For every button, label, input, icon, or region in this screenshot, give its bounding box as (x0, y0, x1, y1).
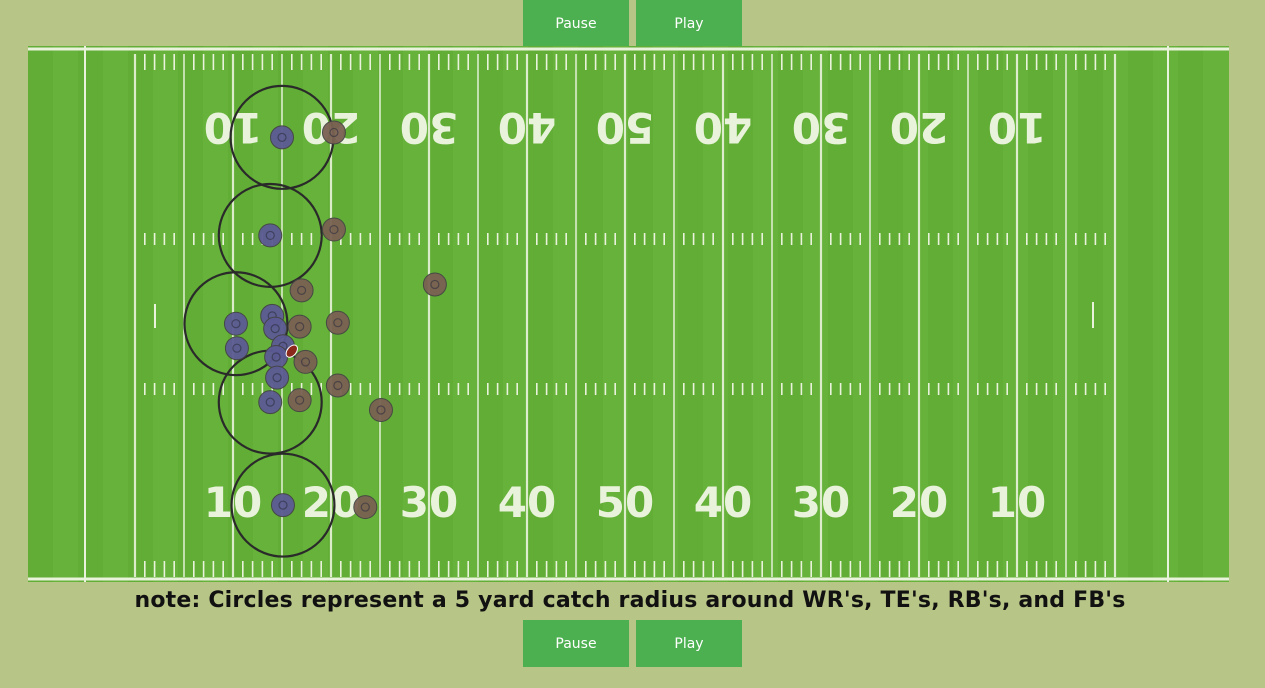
bottom-controls: Pause Play (0, 620, 1265, 667)
defense-player (321, 217, 346, 242)
grass-stripe (828, 46, 853, 582)
grass-stripe (728, 46, 753, 582)
defense-player (368, 397, 393, 422)
top-controls: Pause Play (0, 0, 1265, 47)
football-icon (285, 344, 298, 358)
offense-player (258, 390, 283, 415)
grass-stripe (128, 46, 153, 582)
defense-player (325, 310, 350, 335)
grass-stripe (428, 46, 453, 582)
catch-radius-circle (230, 452, 336, 558)
grass-stripe (1178, 46, 1203, 582)
field-canvas: 102030405040302010102030405040302010 (28, 46, 1229, 582)
offense-player (270, 493, 295, 518)
offense-player (258, 223, 283, 248)
yard-number-top: 20 (890, 103, 948, 152)
yard-number-bottom: 40 (498, 478, 556, 527)
grass-stripe (528, 46, 553, 582)
grass-stripe (178, 46, 203, 582)
offense-player (224, 336, 249, 361)
yard-number-top: 10 (988, 103, 1046, 152)
grass-stripe (578, 46, 603, 582)
grass-stripe (1078, 46, 1103, 582)
yard-number-top: 50 (596, 103, 654, 152)
yard-number-top: 30 (792, 103, 850, 152)
yard-number-bottom: 20 (890, 478, 948, 527)
grass-stripe (28, 46, 53, 582)
defense-player (325, 373, 350, 398)
defense-player (353, 495, 378, 520)
grass (28, 46, 1229, 582)
pause-button[interactable]: Pause (523, 0, 629, 47)
defense-player (422, 272, 447, 297)
defense-player (287, 388, 312, 413)
yard-number-bottom: 50 (596, 478, 654, 527)
grass-stripe (878, 46, 903, 582)
defense-player (289, 278, 314, 303)
yard-number-top: 40 (498, 103, 556, 152)
grass-stripe (378, 46, 403, 582)
defense-player (287, 314, 312, 339)
catch-radius-circle (183, 271, 289, 377)
yard-number-top: 10 (204, 103, 262, 152)
football-field: 102030405040302010102030405040302010 (28, 46, 1229, 582)
catch-radius-circle (217, 182, 323, 288)
offense-player (223, 311, 248, 336)
offense-player (264, 345, 289, 370)
grass-stripe (678, 46, 703, 582)
grass-stripe (1028, 46, 1053, 582)
grass-stripe (78, 46, 103, 582)
offense-player (263, 316, 288, 341)
grass-stripe (928, 46, 953, 582)
yard-number-bottom: 10 (988, 478, 1046, 527)
yard-number-top: 40 (694, 103, 752, 152)
defense-player (293, 349, 318, 374)
yard-number-bottom: 30 (792, 478, 850, 527)
yard-number-top: 30 (400, 103, 458, 152)
grass-stripe (478, 46, 503, 582)
play-button[interactable]: Play (636, 620, 742, 667)
defense-player (321, 120, 346, 145)
offense-player (270, 125, 294, 150)
yard-number-bottom: 30 (400, 478, 458, 527)
grass-stripe (778, 46, 803, 582)
grass-stripe (978, 46, 1003, 582)
offense-player (265, 365, 290, 390)
play-button[interactable]: Play (636, 0, 742, 47)
yard-number-bottom: 40 (694, 478, 752, 527)
grass-stripe (1128, 46, 1153, 582)
grass-stripe (628, 46, 653, 582)
pause-button[interactable]: Pause (523, 620, 629, 667)
catch-radius-note: note: Circles represent a 5 yard catch r… (134, 588, 1126, 613)
